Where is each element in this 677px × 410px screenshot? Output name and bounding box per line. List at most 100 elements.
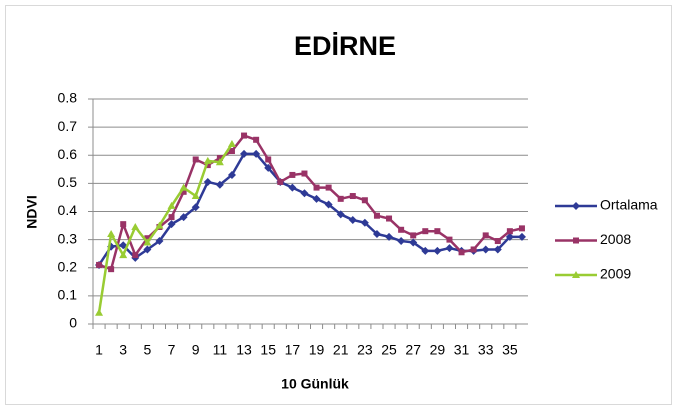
point-marker — [348, 215, 357, 224]
point-marker — [144, 235, 151, 242]
point-marker — [277, 178, 284, 185]
x-tick-label: 1 — [95, 342, 103, 358]
point-marker — [518, 225, 525, 232]
point-marker — [409, 238, 418, 247]
point-marker — [506, 228, 513, 235]
point-marker — [265, 156, 272, 163]
point-marker — [179, 213, 188, 222]
point-marker — [482, 232, 489, 239]
point-marker — [325, 184, 332, 191]
point-marker — [349, 193, 356, 200]
point-marker — [300, 189, 309, 198]
point-marker — [167, 220, 176, 229]
point-marker — [385, 232, 394, 241]
point-marker — [203, 177, 212, 186]
point-marker — [301, 170, 308, 177]
point-marker — [95, 308, 104, 316]
point-marker — [227, 170, 236, 179]
point-marker — [361, 197, 368, 204]
point-marker — [107, 230, 116, 237]
point-marker — [410, 232, 417, 239]
point-marker — [481, 245, 490, 254]
point-marker — [433, 246, 442, 255]
x-tick-label: 35 — [502, 342, 518, 358]
x-tick-label: 19 — [309, 342, 325, 358]
point-marker — [397, 237, 406, 246]
y-tick-label: 0 — [69, 315, 77, 331]
legend-marker — [572, 202, 580, 210]
point-marker — [240, 149, 249, 158]
y-tick-label: 0.3 — [58, 230, 78, 246]
x-tick-label: 33 — [478, 342, 494, 358]
point-marker — [434, 228, 441, 235]
point-marker — [313, 184, 320, 191]
y-tick-label: 0.8 — [58, 90, 78, 106]
x-tick-label: 21 — [333, 342, 349, 358]
point-marker — [336, 210, 345, 219]
point-marker — [241, 132, 248, 139]
point-marker — [398, 226, 405, 233]
legend-label: 2008 — [600, 231, 631, 247]
point-marker — [458, 249, 465, 256]
x-tick-label: 5 — [143, 342, 151, 358]
point-marker — [324, 200, 333, 209]
y-axis-title: NDVI — [24, 195, 40, 228]
x-tick-label: 23 — [357, 342, 373, 358]
y-tick-label: 0.2 — [58, 258, 78, 274]
point-marker — [191, 192, 200, 200]
point-marker — [155, 237, 164, 246]
point-marker — [337, 195, 344, 202]
point-marker — [252, 149, 261, 158]
point-marker — [108, 266, 115, 273]
y-tick-label: 0.4 — [58, 202, 78, 218]
x-tick-label: 27 — [405, 342, 421, 358]
point-marker — [445, 244, 454, 253]
point-marker — [312, 194, 321, 203]
y-tick-label: 0.1 — [58, 287, 78, 303]
point-marker — [421, 246, 430, 255]
point-marker — [216, 155, 223, 162]
legend-label: Ortalama — [600, 197, 658, 213]
point-marker — [155, 221, 164, 229]
y-tick-label: 0.7 — [58, 118, 78, 134]
point-marker — [360, 218, 369, 227]
point-marker — [446, 236, 453, 243]
point-marker — [227, 140, 236, 147]
point-marker — [119, 241, 128, 250]
point-marker — [203, 156, 212, 164]
point-marker — [215, 180, 224, 189]
x-tick-label: 29 — [430, 342, 446, 358]
point-marker — [505, 232, 514, 241]
x-tick-label: 13 — [236, 342, 252, 358]
point-marker — [493, 245, 502, 254]
point-marker — [228, 148, 235, 155]
y-tick-label: 0.5 — [58, 174, 78, 190]
x-tick-label: 25 — [381, 342, 397, 358]
point-marker — [167, 201, 176, 209]
point-marker — [143, 245, 152, 254]
point-marker — [191, 203, 200, 212]
point-marker — [422, 228, 429, 235]
point-marker — [119, 251, 128, 259]
point-marker — [289, 171, 296, 178]
point-marker — [132, 252, 139, 259]
point-marker — [215, 158, 224, 166]
legend-marker — [572, 271, 580, 278]
x-axis-title: 10 Günlük — [281, 376, 349, 392]
x-tick-label: 11 — [213, 342, 228, 358]
point-marker — [180, 188, 187, 195]
point-marker — [470, 246, 477, 253]
point-marker — [288, 183, 297, 192]
point-marker — [517, 232, 526, 241]
x-tick-label: 31 — [454, 342, 470, 358]
point-marker — [192, 156, 199, 163]
point-marker — [264, 163, 273, 172]
point-marker — [386, 215, 393, 222]
point-marker — [131, 222, 140, 230]
point-marker — [120, 221, 127, 228]
x-tick-label: 7 — [168, 342, 176, 358]
legend-label: 2009 — [600, 266, 631, 282]
point-marker — [373, 212, 380, 219]
point-marker — [168, 214, 175, 221]
